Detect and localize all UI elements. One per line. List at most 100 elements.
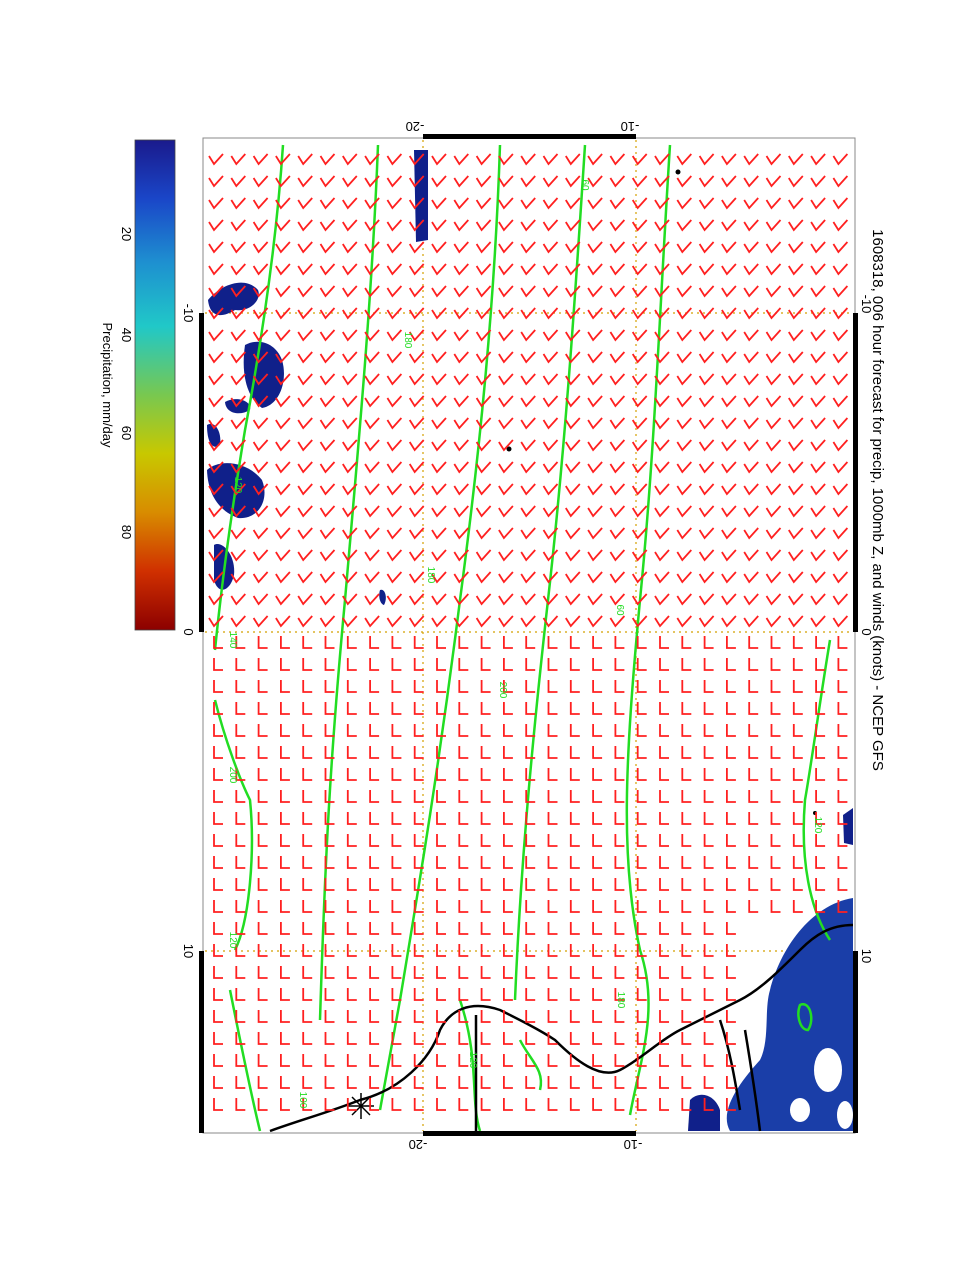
wind-barb	[213, 636, 223, 649]
wind-barb	[213, 834, 223, 847]
wind-barb	[213, 746, 223, 759]
wind-barb	[565, 329, 581, 342]
wind-barb	[458, 702, 469, 715]
wind-barb	[391, 658, 402, 671]
wind-barb	[346, 790, 357, 803]
wind-barb	[453, 351, 469, 364]
wind-barb	[346, 1098, 357, 1111]
wind-barb	[453, 461, 469, 474]
wind-barb	[743, 483, 759, 496]
wind-barb	[386, 593, 403, 606]
border-line	[718, 1019, 742, 1111]
wind-barb	[252, 461, 269, 474]
wind-barb	[458, 658, 469, 671]
wind-barb	[837, 702, 848, 715]
wind-barb	[391, 680, 402, 693]
wind-barb	[547, 922, 558, 935]
wind-barb	[676, 615, 692, 628]
wind-barb	[302, 636, 313, 649]
wind-barb	[698, 197, 715, 210]
wind-barb	[726, 768, 736, 781]
wind-barb	[208, 307, 224, 320]
wind-barb	[765, 615, 782, 628]
wind-barb	[280, 966, 290, 979]
wind-barb	[275, 307, 291, 320]
wind-barb	[636, 746, 647, 759]
wind-barb	[565, 439, 581, 452]
wind-barb	[565, 197, 581, 210]
wind-barb	[743, 417, 759, 430]
wind-barb	[324, 636, 335, 649]
wind-barb	[659, 1010, 669, 1023]
wind-barb	[654, 615, 670, 628]
wind-barb	[453, 483, 469, 496]
precip-blob	[379, 589, 386, 605]
wind-barb	[302, 856, 313, 869]
wind-barb	[565, 395, 581, 408]
wind-barb	[698, 571, 715, 584]
wind-barb	[676, 329, 692, 342]
wind-barb	[324, 1010, 335, 1023]
wind-barb	[230, 175, 246, 188]
wind-barb	[788, 285, 804, 298]
wind-barb	[569, 812, 580, 825]
wind-barb	[676, 505, 692, 518]
wind-barb	[609, 373, 626, 386]
wind-barb	[765, 593, 782, 606]
wind-barb	[659, 790, 669, 803]
wind-barb	[832, 417, 849, 430]
wind-barb	[364, 395, 380, 408]
precip-blob	[243, 341, 284, 408]
wind-barb	[569, 988, 580, 1001]
wind-barb	[280, 856, 290, 869]
wind-barb	[386, 395, 403, 408]
wind-barb	[386, 505, 403, 518]
wind-barb	[525, 1076, 536, 1089]
wind-barb	[587, 483, 603, 496]
wind-barb	[208, 615, 224, 628]
contour-line	[513, 144, 587, 1001]
wind-barb	[525, 768, 536, 781]
wind-barb	[252, 593, 269, 606]
wind-barb	[275, 615, 291, 628]
wind-barb	[765, 219, 782, 232]
wind-barb	[436, 746, 446, 759]
wind-barb	[765, 241, 782, 254]
wind-barb	[832, 461, 849, 474]
wind-barb	[275, 571, 291, 584]
wind-barb	[413, 878, 424, 891]
wind-barb	[592, 746, 603, 759]
wind-barb	[391, 966, 402, 979]
wind-barb	[659, 856, 669, 869]
wind-barb	[770, 834, 781, 847]
wind-barb	[542, 527, 559, 540]
wind-barb	[369, 790, 380, 803]
wind-barb	[503, 680, 513, 693]
wind-barb	[386, 373, 403, 386]
colorbar-tick: 20	[119, 227, 134, 241]
wind-barb	[257, 790, 268, 803]
wind-barb	[230, 593, 246, 606]
wind-barb	[436, 702, 446, 715]
wind-barb	[792, 856, 803, 869]
wind-barb	[302, 878, 313, 891]
wind-barb	[257, 1098, 268, 1111]
wind-barb	[837, 658, 848, 671]
wind-barb	[587, 373, 603, 386]
wind-barb	[498, 527, 514, 540]
wind-barb	[587, 263, 603, 276]
wind-barb	[230, 153, 246, 166]
wind-barb	[614, 1054, 625, 1067]
wind-barb	[565, 307, 581, 320]
wind-barb	[547, 680, 558, 693]
wind-barb	[810, 263, 826, 276]
wind-barb	[503, 1054, 513, 1067]
wind-barb	[592, 724, 603, 737]
wind-barb	[364, 351, 380, 364]
wind-barb	[743, 505, 759, 518]
wind-barb	[436, 790, 446, 803]
wind-barb	[503, 702, 513, 715]
wind-barb	[431, 329, 447, 342]
wind-barb	[788, 593, 804, 606]
wind-barb	[547, 746, 558, 759]
